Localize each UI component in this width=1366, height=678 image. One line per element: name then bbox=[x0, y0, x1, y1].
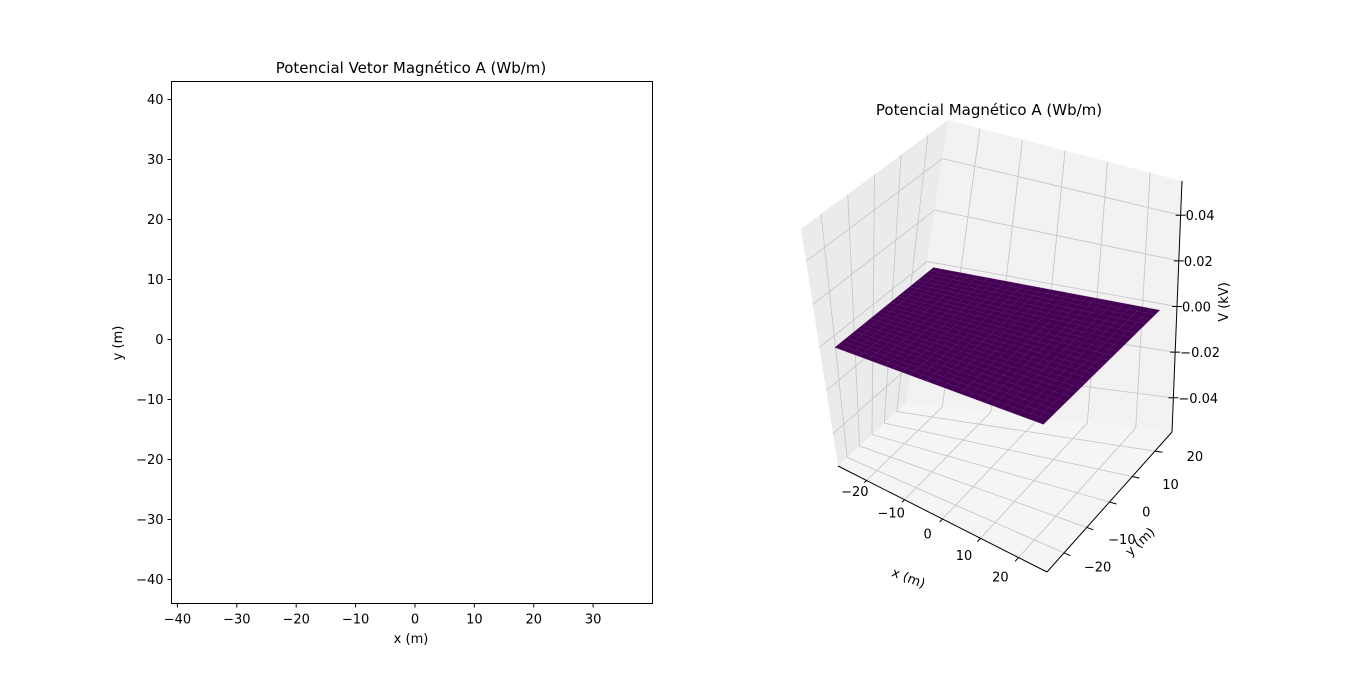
plot-2d-y-tick-label: 10 bbox=[147, 273, 164, 288]
plot-2d-y-tick-label: −20 bbox=[136, 453, 163, 468]
plot-3d-ticks: −20 −10 0 10 20 −20 −10 0 10 20 −0.04 −0.02 0.00 0.02… bbox=[841, 209, 1220, 585]
plot-3d-x-tick-label: 0 bbox=[923, 528, 931, 543]
plot-3d-x-tick-label: 10 bbox=[956, 549, 973, 564]
plot-3d-x-tick bbox=[863, 480, 867, 483]
plot-2d-y-tick-label: −40 bbox=[136, 573, 163, 588]
plot-3d-xlabel: x (m) bbox=[889, 566, 927, 592]
plot-3d-z-tick-label: 0.02 bbox=[1184, 255, 1213, 270]
plot-3d-y-tick-label: −10 bbox=[1108, 533, 1135, 548]
plot-3d-x-tick bbox=[1014, 557, 1019, 562]
plot-2d-x-tick-label: 0 bbox=[411, 613, 419, 628]
plot-3d-gridline bbox=[805, 158, 943, 262]
plot-2d-y-tick-label: 30 bbox=[147, 153, 164, 168]
plot-3d-x-tick bbox=[977, 537, 981, 542]
plot-2d-x-ticks: −40 −30 −20 −10 0 10 20 30 bbox=[164, 603, 602, 628]
plot-2d-x-tick-label: 30 bbox=[585, 613, 602, 628]
plot-2d: Potencial Vetor Magnético A (Wb/m) −40 −3… bbox=[111, 59, 653, 647]
plot-2d-frame bbox=[171, 81, 653, 604]
plot-3d-gridline bbox=[832, 364, 913, 435]
plot-3d-x-tick-label: −20 bbox=[841, 485, 868, 500]
plot-3d-y-tick bbox=[1132, 476, 1140, 479]
plot-3d-gridline bbox=[871, 434, 1110, 503]
plot-3d-gridline bbox=[926, 261, 1178, 307]
plot-3d-gridline bbox=[884, 422, 1133, 477]
plot-2d-y-tick-label: −30 bbox=[136, 513, 163, 528]
plot-3d-gridline bbox=[896, 411, 1156, 452]
plot-3d-gridlines bbox=[805, 128, 1181, 558]
plot-3d-x-tick-label: 20 bbox=[992, 571, 1009, 586]
plot-3d-y-tick-label: 20 bbox=[1187, 450, 1204, 465]
plot-2d-y-ticks: −40 −30 −20 −10 0 10 20 30 40 bbox=[136, 93, 172, 588]
plot-3d-z-tick-label: 0.00 bbox=[1182, 301, 1211, 316]
plot-3d-x-tick bbox=[901, 499, 905, 503]
plot-2d-ylabel: y (m) bbox=[111, 326, 126, 361]
plot-2d-x-tick-label: 10 bbox=[466, 613, 483, 628]
plot-2d-xlabel: x (m) bbox=[394, 632, 429, 647]
plot-3d-floor-pane bbox=[838, 403, 1172, 572]
plot-3d-y-tick-label: 0 bbox=[1142, 505, 1150, 520]
plot-3d-surface bbox=[834, 267, 1161, 425]
plot-3d-gridline bbox=[812, 209, 935, 305]
plot-3d-y-tick-label: 10 bbox=[1162, 478, 1179, 493]
plot-3d-z-tick-label: −0.02 bbox=[1180, 346, 1220, 361]
plot-2d-x-tick-label: −10 bbox=[342, 613, 369, 628]
plot-3d-z-tick-label: −0.04 bbox=[1178, 392, 1218, 407]
plot-3d-zlabel: V (kV) bbox=[1217, 282, 1232, 322]
plot-3d-y-tick bbox=[1063, 552, 1071, 557]
plot-3d-gridline bbox=[934, 209, 1179, 262]
plot-3d-x-tick bbox=[939, 518, 943, 523]
plot-2d-y-tick-label: 20 bbox=[147, 213, 164, 228]
plot-2d-y-tick-label: −10 bbox=[136, 393, 163, 408]
plot-3d-gridline bbox=[942, 158, 1181, 216]
plot-2d-y-tick-label: 0 bbox=[155, 333, 163, 348]
plot-3d-gridline bbox=[847, 456, 1065, 554]
plot-3d-y-tick-label: −20 bbox=[1084, 561, 1111, 576]
plot-3d: Potencial Magnético A (Wb/m) −20 −10 0 10 20… bbox=[801, 101, 1232, 592]
plot-3d-surface-facet bbox=[1034, 416, 1049, 425]
plot-3d-left-pane bbox=[801, 120, 948, 466]
plot-2d-title: Potencial Vetor Magnético A (Wb/m) bbox=[276, 59, 547, 77]
plot-3d-gridline bbox=[819, 261, 928, 348]
plot-2d-y-tick-label: 40 bbox=[147, 93, 164, 108]
plot-3d-y-tick bbox=[1109, 501, 1117, 505]
plot-3d-z-tick-label: 0.04 bbox=[1186, 209, 1215, 224]
plot-2d-x-tick-label: 20 bbox=[525, 613, 542, 628]
plot-3d-gridline bbox=[859, 445, 1087, 528]
plot-2d-x-tick-label: −40 bbox=[164, 613, 191, 628]
plot-2d-x-tick-label: −30 bbox=[223, 613, 250, 628]
plot-3d-y-tick bbox=[1086, 526, 1094, 531]
plot-3d-y-tick bbox=[1154, 450, 1163, 453]
plot-2d-x-tick-label: −20 bbox=[282, 613, 309, 628]
plot-3d-title: Potencial Magnético A (Wb/m) bbox=[876, 101, 1102, 119]
plot-3d-x-tick-label: −10 bbox=[877, 506, 904, 521]
